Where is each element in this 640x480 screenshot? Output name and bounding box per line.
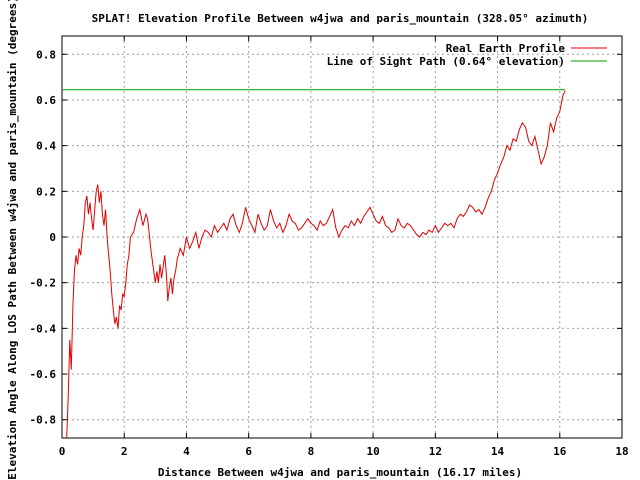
x-tick-label: 8 bbox=[308, 445, 315, 458]
x-tick-label: 0 bbox=[59, 445, 66, 458]
legend-label-line-of-sight: Line of Sight Path (0.64° elevation) bbox=[327, 55, 565, 68]
chart-title: SPLAT! Elevation Profile Between w4jwa a… bbox=[92, 12, 589, 25]
x-tick-label: 10 bbox=[366, 445, 379, 458]
legend-label-real-earth-profile: Real Earth Profile bbox=[446, 42, 566, 55]
y-tick-label: 0.4 bbox=[36, 140, 56, 153]
y-tick-label: -0.4 bbox=[30, 322, 57, 335]
axis-ticks: 0 2 4 6 8 10 12 14 16 18 -0.8 -0.6 -0.4 -0.2 0 0.2 0.4 0.… bbox=[30, 36, 629, 458]
grid-lines bbox=[62, 36, 622, 438]
x-axis-label: Distance Between w4jwa and paris_mountai… bbox=[158, 466, 522, 479]
legend: Real Earth Profile Line of Sight Path (0… bbox=[327, 42, 607, 68]
y-tick-label: -0.2 bbox=[30, 277, 57, 290]
series-lines bbox=[62, 89, 566, 439]
x-tick-label: 12 bbox=[429, 445, 442, 458]
x-tick-label: 16 bbox=[553, 445, 567, 458]
y-tick-label: 0.2 bbox=[36, 185, 56, 198]
x-tick-label: 18 bbox=[615, 445, 628, 458]
x-tick-label: 14 bbox=[491, 445, 505, 458]
y-tick-label: 0.8 bbox=[36, 48, 56, 61]
y-tick-label: 0 bbox=[49, 231, 56, 244]
real-earth-profile-line bbox=[66, 90, 566, 439]
y-tick-label: -0.8 bbox=[30, 414, 57, 427]
x-tick-label: 4 bbox=[183, 445, 190, 458]
y-tick-label: 0.6 bbox=[36, 94, 56, 107]
x-tick-label: 6 bbox=[245, 445, 252, 458]
x-tick-label: 2 bbox=[121, 445, 128, 458]
y-axis-label: Elevation Angle Along LOS Path Between w… bbox=[6, 0, 19, 480]
y-tick-label: -0.6 bbox=[30, 368, 57, 381]
